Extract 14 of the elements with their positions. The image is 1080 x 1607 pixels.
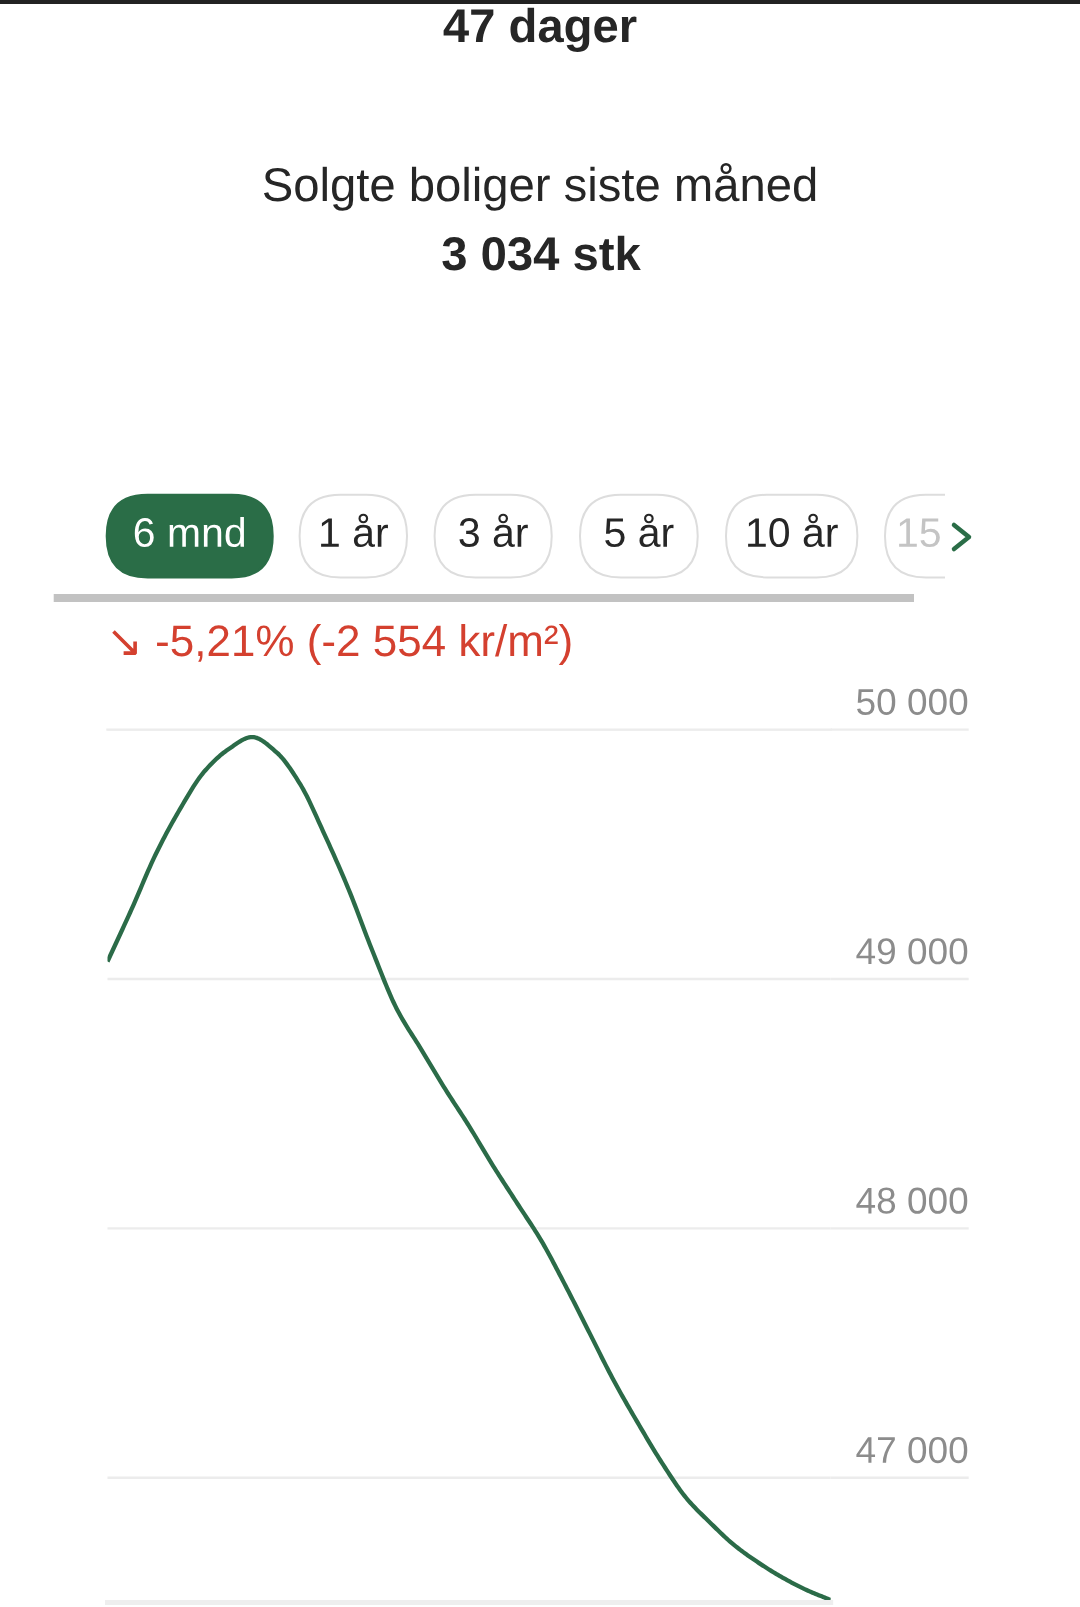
text: 6 mnd: [134, 516, 245, 548]
y-tick-label: 47 000: [856, 1436, 968, 1464]
y-tick-label: 50 000: [857, 688, 968, 715]
text: 47 dager: [443, 7, 637, 53]
text: 5 år: [605, 513, 674, 548]
text: 3 034 stk: [442, 235, 641, 271]
text: Solgte boliger siste måned: [263, 162, 816, 211]
chart-subtitle: ↘ -5,21% (-2 554 kr/m²): [112, 624, 571, 666]
text: 1 år: [321, 513, 388, 548]
y-tick-label: 49 000: [856, 938, 968, 965]
text: 3 år: [459, 513, 528, 548]
text: 10 år: [748, 513, 838, 548]
y-tick-label: 48 000: [856, 1187, 968, 1214]
text: 15: [899, 518, 940, 548]
